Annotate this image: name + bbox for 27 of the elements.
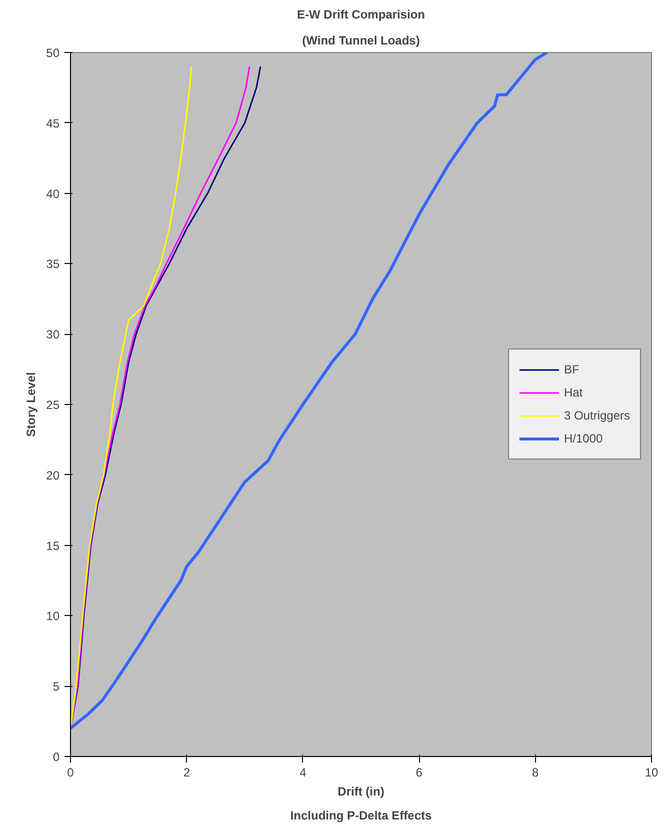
legend-label: Hat xyxy=(564,386,584,400)
legend-label: 3 Outriggers xyxy=(564,408,630,422)
x-axis-title: Drift (in) xyxy=(338,784,384,798)
x-tick-label: 6 xyxy=(416,766,423,780)
legend-label: H/1000 xyxy=(564,432,603,446)
text: Including P-Delta Effects xyxy=(290,808,432,822)
x-tick-label: 4 xyxy=(300,766,307,780)
legend-label: BF xyxy=(564,362,580,376)
y-tick-label: 40 xyxy=(46,186,60,201)
y-tick-label: 45 xyxy=(46,116,60,130)
x-tick-label: 0 xyxy=(67,766,74,780)
chart-subtitle: (Wind Tunnel Loads) xyxy=(302,34,420,48)
x-tick-label: 10 xyxy=(644,766,658,780)
x-tick-label: 8 xyxy=(532,766,539,780)
x-tick-label: 2 xyxy=(183,766,190,780)
y-tick-label: 25 xyxy=(46,398,60,412)
y-tick-label: 5 xyxy=(52,680,60,694)
y-axis-title: Story Level xyxy=(24,372,38,437)
y-tick-label: 10 xyxy=(46,609,60,624)
y-tick-label: 30 xyxy=(46,328,60,342)
chart-title: E-W Drift Comparision xyxy=(297,8,425,22)
y-tick-label: 35 xyxy=(46,257,60,272)
y-tick-label: 15 xyxy=(46,538,60,553)
y-tick-label: 20 xyxy=(46,468,60,482)
y-tick-label: 50 xyxy=(46,46,60,60)
line-series xyxy=(70,52,548,730)
y-tick-label: 0 xyxy=(52,750,60,764)
